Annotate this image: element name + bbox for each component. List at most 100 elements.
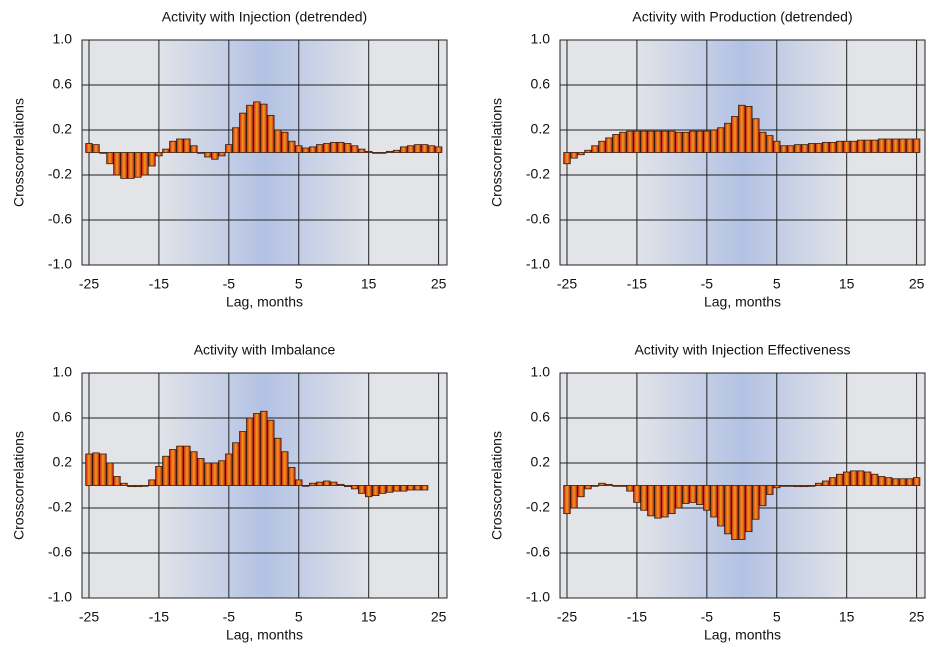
bar <box>849 140 858 153</box>
bar <box>99 152 107 154</box>
bar <box>406 485 415 491</box>
bar <box>155 465 163 486</box>
bar <box>204 152 212 158</box>
bar <box>281 451 289 486</box>
bar <box>323 143 331 153</box>
y-tick-label: -1.0 <box>48 256 72 272</box>
bar <box>836 473 844 486</box>
bar <box>584 485 592 490</box>
bar <box>113 476 121 486</box>
bar <box>689 485 697 503</box>
bar <box>392 485 401 492</box>
bar <box>696 485 704 506</box>
bar <box>225 453 233 486</box>
bar <box>877 476 886 486</box>
bar <box>640 130 648 153</box>
y-tick-label: -0.6 <box>526 211 550 227</box>
bar <box>127 485 135 488</box>
bar <box>619 485 627 487</box>
bar <box>302 147 310 153</box>
bar <box>633 485 641 503</box>
bar <box>323 480 331 486</box>
x-tick-label: 25 <box>431 276 447 292</box>
bar <box>829 141 837 153</box>
bar <box>870 139 879 153</box>
bar <box>745 485 753 533</box>
bar <box>661 485 669 518</box>
x-tick-label: -15 <box>149 609 169 625</box>
bar <box>127 152 135 179</box>
bar <box>337 141 345 153</box>
x-tick-label: 25 <box>909 276 925 292</box>
bar <box>766 485 774 495</box>
y-tick-label: 0.6 <box>531 409 551 425</box>
bar <box>281 131 289 153</box>
bar <box>176 138 184 153</box>
bar <box>626 130 634 153</box>
bar <box>239 112 247 153</box>
bar <box>829 477 837 486</box>
bar <box>780 485 788 487</box>
chart-title: Activity with Injection Effectiveness <box>634 342 850 358</box>
bar <box>420 485 429 491</box>
bar <box>668 130 676 153</box>
x-axis-title: Lag, months <box>704 294 781 310</box>
bar <box>190 145 198 153</box>
bar <box>759 485 767 507</box>
bar <box>413 485 422 491</box>
x-tick-label: -5 <box>223 609 236 625</box>
bar <box>92 452 100 486</box>
y-tick-label: -0.2 <box>526 166 550 182</box>
y-axis-title: Crosscorrelations <box>11 431 27 540</box>
bar <box>378 485 387 494</box>
bar <box>661 130 669 153</box>
bar <box>682 485 690 504</box>
y-tick-label: 0.2 <box>53 454 73 470</box>
bar <box>612 134 620 153</box>
bar <box>274 129 282 153</box>
bar <box>176 445 184 486</box>
bar <box>682 131 690 153</box>
bar <box>849 470 858 486</box>
bar <box>225 144 233 153</box>
bar <box>808 485 816 487</box>
bar <box>647 485 655 517</box>
bar <box>654 130 662 153</box>
x-tick-label: -25 <box>557 276 577 292</box>
bar <box>99 453 107 486</box>
bar <box>563 485 571 515</box>
x-tick-label: 5 <box>295 276 303 292</box>
bar <box>218 460 226 486</box>
bar <box>710 129 718 153</box>
bar <box>295 479 303 486</box>
y-tick-label: -1.0 <box>526 589 550 605</box>
bar <box>316 481 324 486</box>
bar <box>863 139 872 153</box>
x-tick-label: 5 <box>773 609 781 625</box>
bar <box>738 485 746 540</box>
bar <box>260 410 268 486</box>
bar <box>801 485 809 488</box>
bar <box>434 146 443 153</box>
y-tick-label: 0.6 <box>53 409 73 425</box>
bar <box>399 485 408 492</box>
bar <box>232 127 240 153</box>
bar <box>766 135 774 153</box>
bar <box>619 131 627 153</box>
bar <box>898 478 907 486</box>
bar <box>780 145 788 153</box>
bar <box>420 144 429 153</box>
bar <box>891 478 900 486</box>
x-axis-title: Lag, months <box>226 294 303 310</box>
x-tick-label: 15 <box>361 276 377 292</box>
bar <box>302 485 310 487</box>
bar <box>141 485 149 487</box>
bar <box>912 138 921 153</box>
bar <box>884 477 893 486</box>
bar <box>870 473 879 486</box>
bar <box>696 130 704 153</box>
y-axis-title: Crosscorrelations <box>489 431 505 540</box>
y-tick-label: -0.6 <box>48 544 72 560</box>
bar <box>577 152 585 156</box>
